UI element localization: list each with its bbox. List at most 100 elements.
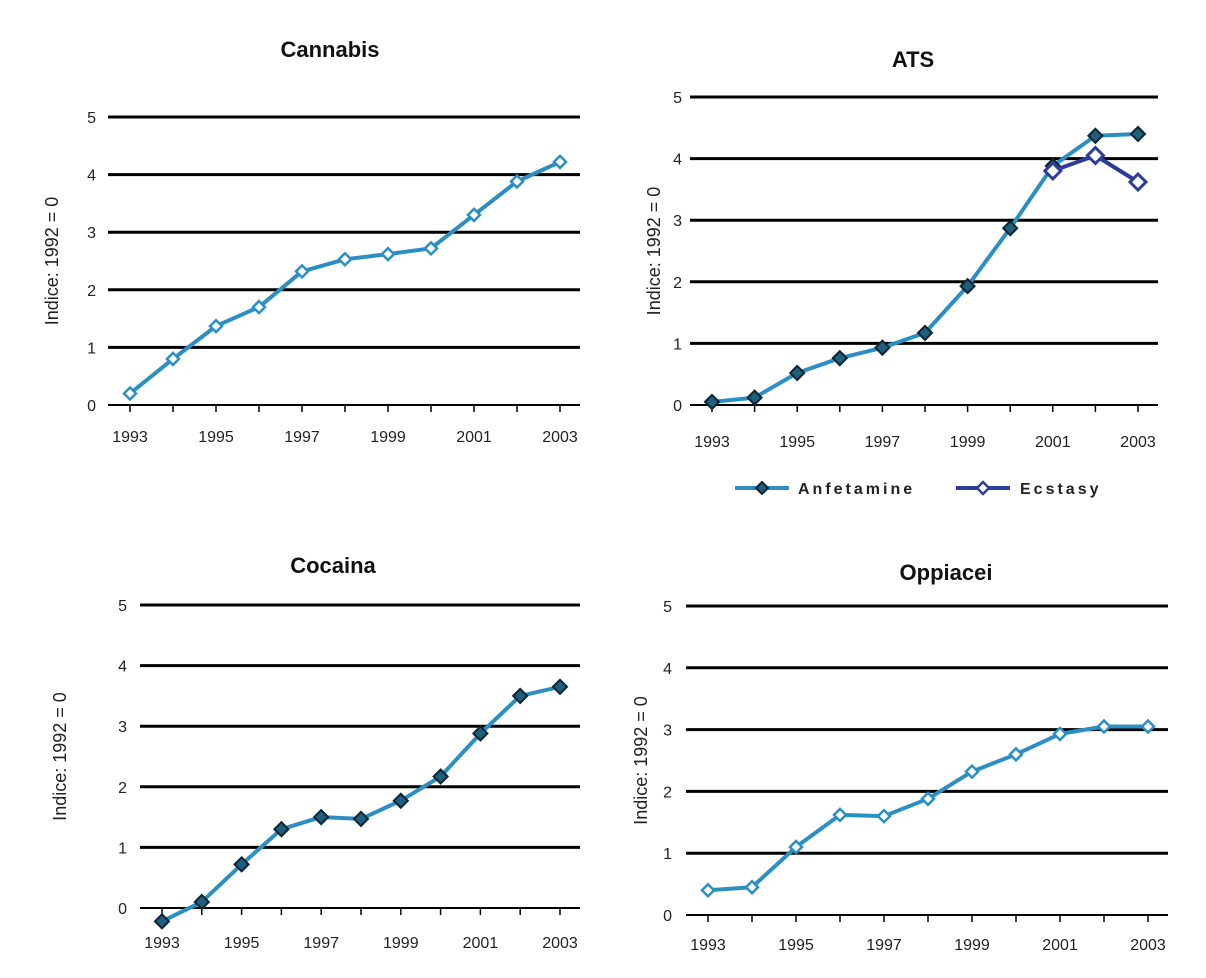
chart-panel-ats: ATS 0 1 2 3 4 5 1993 1995 1997 1999 2001 2003 Indice:… [644, 47, 1158, 498]
y-tick-label: 0 [118, 901, 127, 918]
y-tick-label: 4 [663, 661, 672, 678]
x-tick-label: 1999 [370, 429, 406, 446]
y-tick-label: 1 [673, 336, 682, 353]
data-point [920, 791, 936, 807]
y-tick-label: 0 [87, 398, 96, 415]
data-point [122, 385, 138, 402]
data-point [788, 364, 806, 382]
x-tick-label: 1993 [112, 429, 148, 446]
data-point [392, 792, 410, 810]
data-point [700, 882, 716, 899]
data-point [959, 277, 977, 295]
data-point [873, 339, 891, 357]
data-point [511, 687, 529, 705]
legend-label: Ecstasy [1020, 481, 1102, 498]
data-point [876, 808, 892, 824]
chart-title: ATS [892, 47, 934, 72]
x-tick-label: 1997 [865, 434, 901, 451]
data-point [466, 207, 482, 223]
y-tick-label: 3 [118, 719, 127, 736]
x-tick-label: 2001 [1035, 434, 1071, 451]
x-tick-label: 2003 [542, 429, 578, 446]
y-axis-title: Indice: 1992 = 0 [644, 187, 664, 316]
data-point [153, 912, 171, 930]
data-point [272, 820, 290, 838]
data-point [509, 173, 525, 190]
data-point [744, 879, 760, 895]
x-tick-label: 1999 [950, 434, 986, 451]
y-tick-label: 2 [673, 275, 682, 292]
data-point [964, 763, 980, 780]
y-axis-title: Indice: 1992 = 0 [42, 197, 62, 326]
data-point [1008, 746, 1024, 763]
data-point [193, 893, 211, 911]
data-point [337, 251, 353, 268]
x-tick-label: 2003 [1120, 434, 1156, 451]
legend: Anfetamine Ecstasy [735, 480, 1102, 498]
x-tick-label: 1993 [144, 935, 180, 952]
y-tick-label: 4 [87, 168, 96, 185]
data-point [312, 808, 330, 826]
x-tick-label: 1995 [778, 937, 814, 954]
y-tick-label: 0 [663, 908, 672, 925]
data-point [1086, 127, 1104, 145]
x-tick-label: 1999 [383, 935, 419, 952]
y-tick-label: 5 [663, 599, 672, 616]
y-tick-label: 5 [118, 598, 127, 615]
legend-marker [754, 480, 770, 496]
data-point [165, 351, 181, 367]
data-point [551, 678, 569, 696]
y-tick-label: 5 [673, 90, 682, 107]
data-point [423, 240, 439, 257]
data-point [1129, 125, 1147, 143]
y-tick-label: 1 [663, 846, 672, 863]
data-point [380, 246, 396, 262]
y-tick-label: 4 [673, 152, 682, 169]
legend-marker [975, 480, 991, 496]
chart-title: Oppiacei [900, 560, 993, 585]
x-tick-label: 1997 [303, 935, 339, 952]
chart-panel-oppiacei: Oppiacei 0 1 2 3 4 5 1993 1995 1997 1999 2001 2003 In… [631, 560, 1168, 954]
y-tick-label: 5 [87, 110, 96, 127]
data-point [208, 318, 224, 334]
chart-panel-cannabis: Cannabis 0 1 2 3 4 5 1993 1995 1997 1999 2001 2003 In… [42, 37, 580, 446]
y-tick-label: 1 [87, 340, 96, 357]
x-tick-label: 2001 [1042, 937, 1078, 954]
y-tick-label: 2 [118, 780, 127, 797]
data-point [916, 324, 934, 342]
x-tick-label: 1995 [779, 434, 815, 451]
chart-panel-cocaina: Cocaina 0 1 2 3 4 5 1993 1995 1997 1999 2001 2003 Ind… [50, 553, 580, 952]
x-tick-label: 1995 [198, 429, 234, 446]
x-tick-label: 2003 [1130, 937, 1166, 954]
data-point [471, 725, 489, 742]
y-tick-label: 3 [673, 213, 682, 230]
y-tick-label: 3 [663, 723, 672, 740]
y-tick-label: 1 [118, 840, 127, 857]
y-tick-label: 2 [87, 283, 96, 300]
x-tick-label: 1995 [224, 935, 260, 952]
series-line-main [160, 684, 562, 924]
data-point [831, 349, 849, 367]
data-point [552, 154, 568, 170]
data-point [1096, 718, 1112, 735]
data-point [352, 810, 370, 828]
data-point [1042, 160, 1063, 182]
data-point [432, 768, 450, 785]
y-tick-label: 3 [87, 225, 96, 242]
x-tick-label: 1993 [694, 434, 730, 451]
data-point [832, 807, 848, 823]
data-point [746, 389, 764, 407]
chart-title: Cannabis [280, 37, 379, 62]
data-point [1127, 171, 1149, 193]
x-tick-label: 2003 [542, 935, 578, 952]
data-point [1085, 145, 1106, 166]
data-point [703, 393, 721, 411]
series-line-anfetamine [710, 132, 1140, 404]
data-point [1001, 219, 1019, 237]
data-point [294, 263, 310, 280]
y-tick-label: 2 [663, 784, 672, 801]
data-point [788, 839, 804, 855]
y-tick-label: 4 [118, 659, 127, 676]
x-tick-label: 1997 [866, 937, 902, 954]
